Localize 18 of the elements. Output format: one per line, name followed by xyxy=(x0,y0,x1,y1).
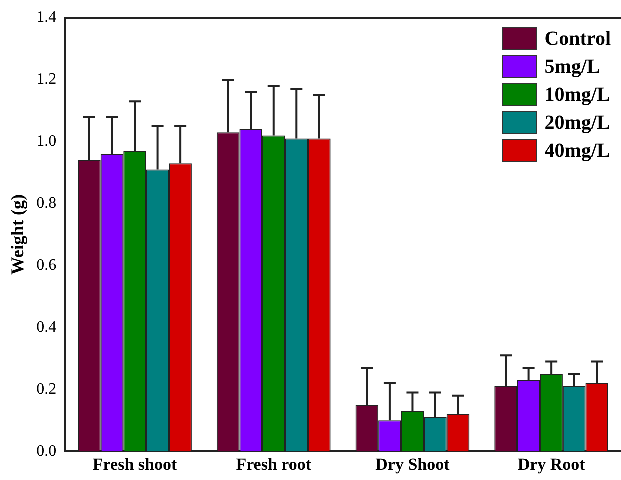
y-tick-label: 1.4 xyxy=(36,9,57,26)
x-tick-label: Fresh shoot xyxy=(92,455,178,474)
legend-label: 20mg/L xyxy=(544,112,610,134)
x-tick-label: Fresh root xyxy=(236,455,312,474)
x-tick-label: Dry Shoot xyxy=(376,455,450,474)
legend-label: 40mg/L xyxy=(544,140,610,162)
y-tick-label: 0.0 xyxy=(36,442,57,460)
y-tick-label: 0.8 xyxy=(36,195,57,212)
y-tick-label: 1.2 xyxy=(36,71,57,88)
legend-label: Control xyxy=(544,28,612,50)
y-tick-label: 0.2 xyxy=(36,380,57,398)
y-tick-label: 0.4 xyxy=(36,318,57,336)
legend-label: 10mg/L xyxy=(544,84,610,106)
y-axis-title: Weight (g) xyxy=(7,194,28,276)
y-tick-label: 0.6 xyxy=(36,256,57,274)
x-tick-label: Dry Root xyxy=(518,455,586,474)
y-tick-label: 1.0 xyxy=(36,133,57,150)
legend-label: 5mg/L xyxy=(544,56,600,78)
